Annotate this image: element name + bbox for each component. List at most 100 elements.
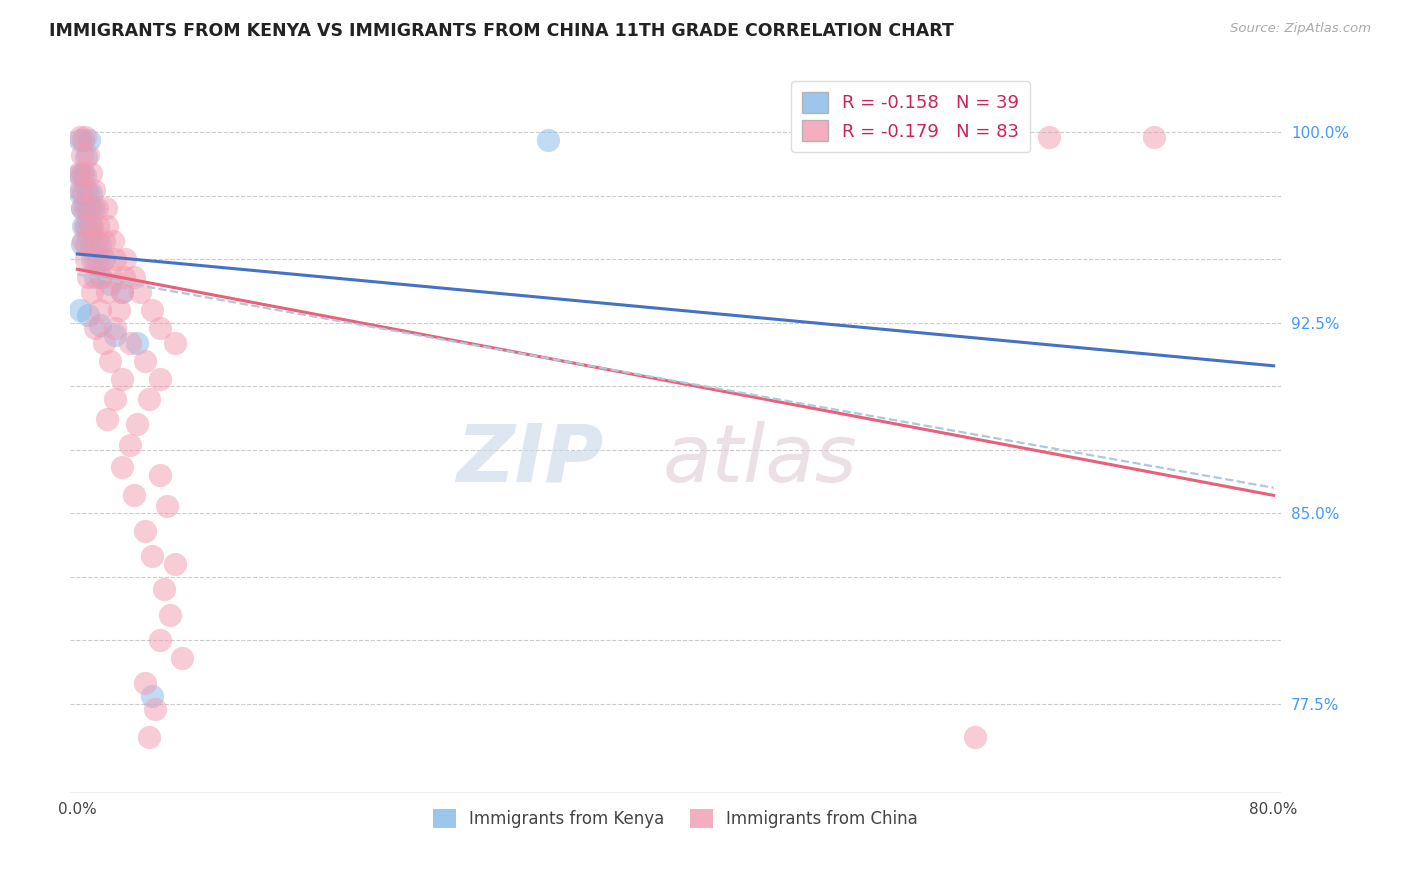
Point: [98, 277, 121, 292]
Point: [75, 236, 97, 251]
Point: [129, 285, 152, 299]
Point: [100, 269, 122, 284]
Point: [89, 302, 111, 317]
Point: [69, 186, 91, 200]
Point: [89, 318, 111, 333]
Point: [122, 269, 145, 284]
Point: [1038, 130, 1060, 145]
Point: [159, 607, 181, 622]
Point: [89, 236, 111, 251]
Point: [98, 353, 121, 368]
Point: [82, 285, 104, 299]
Point: [76, 186, 98, 200]
Point: [90, 269, 112, 284]
Point: [114, 252, 136, 266]
Point: [104, 328, 127, 343]
Point: [141, 549, 163, 564]
Point: [67, 166, 90, 180]
Point: [118, 335, 141, 350]
Point: [537, 133, 560, 147]
Point: [138, 730, 160, 744]
Point: [163, 557, 186, 571]
Point: [76, 308, 98, 322]
Point: [84, 269, 107, 284]
Point: [156, 499, 179, 513]
Point: [143, 702, 166, 716]
Point: [104, 392, 127, 406]
Point: [69, 133, 91, 147]
Point: [93, 235, 115, 249]
Point: [96, 219, 118, 233]
Point: [70, 236, 93, 251]
Point: [72, 133, 94, 147]
Point: [76, 269, 98, 284]
Point: [83, 201, 105, 215]
Point: [73, 168, 96, 182]
Point: [82, 252, 104, 266]
Point: [118, 437, 141, 451]
Legend: Immigrants from Kenya, Immigrants from China: Immigrants from Kenya, Immigrants from C…: [426, 803, 925, 835]
Point: [96, 285, 118, 299]
Point: [80, 236, 103, 251]
Point: [69, 302, 91, 317]
Point: [80, 186, 103, 200]
Point: [80, 166, 103, 180]
Point: [134, 524, 156, 538]
Point: [94, 201, 117, 215]
Text: atlas: atlas: [662, 420, 858, 499]
Point: [138, 392, 160, 406]
Point: [75, 184, 97, 198]
Point: [83, 184, 105, 198]
Point: [72, 186, 94, 200]
Point: [73, 130, 96, 145]
Point: [141, 689, 163, 703]
Point: [148, 633, 170, 648]
Point: [80, 201, 103, 215]
Point: [72, 235, 94, 249]
Text: ZIP: ZIP: [457, 420, 603, 499]
Point: [70, 148, 93, 162]
Point: [111, 285, 134, 299]
Point: [148, 320, 170, 334]
Point: [111, 371, 134, 385]
Point: [73, 201, 96, 215]
Point: [127, 417, 149, 432]
Point: [76, 148, 98, 162]
Text: Source: ZipAtlas.com: Source: ZipAtlas.com: [1230, 22, 1371, 36]
Point: [122, 488, 145, 502]
Point: [72, 219, 94, 233]
Point: [70, 201, 93, 215]
Point: [77, 133, 100, 147]
Point: [93, 335, 115, 350]
Point: [84, 320, 107, 334]
Point: [86, 201, 108, 215]
Point: [148, 468, 170, 483]
Point: [134, 353, 156, 368]
Point: [77, 235, 100, 249]
Point: [69, 184, 91, 198]
Point: [89, 269, 111, 284]
Point: [1143, 130, 1166, 145]
Point: [73, 219, 96, 233]
Point: [69, 130, 91, 145]
Point: [104, 320, 127, 334]
Point: [111, 285, 134, 299]
Point: [127, 335, 149, 350]
Point: [93, 252, 115, 266]
Point: [96, 412, 118, 426]
Point: [75, 151, 97, 165]
Point: [112, 269, 135, 284]
Point: [170, 651, 193, 665]
Point: [141, 302, 163, 317]
Point: [148, 371, 170, 385]
Point: [70, 168, 93, 182]
Point: [134, 676, 156, 690]
Point: [103, 235, 125, 249]
Point: [87, 219, 110, 233]
Point: [77, 219, 100, 233]
Point: [72, 166, 94, 180]
Point: [104, 252, 127, 266]
Point: [963, 730, 986, 744]
Point: [84, 252, 107, 266]
Point: [76, 201, 98, 215]
